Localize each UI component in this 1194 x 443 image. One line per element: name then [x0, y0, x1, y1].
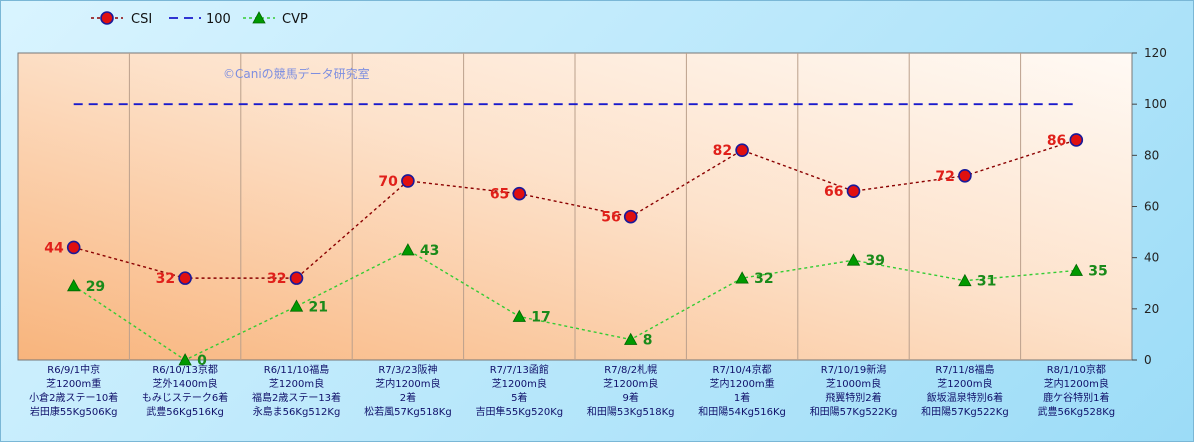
- x-tick-label: 永島ま56Kg512Kg: [253, 405, 341, 418]
- x-tick-label: R7/3/23阪神: [378, 363, 437, 376]
- csi-point: [512, 186, 527, 201]
- csi-data-label: 82: [713, 143, 732, 159]
- x-tick-label: 芝外1400m良: [152, 377, 217, 390]
- csi-data-label: 72: [935, 169, 954, 185]
- cvp-data-label: 8: [643, 333, 653, 349]
- x-tick-label: 松若風57Kg518Kg: [364, 405, 452, 418]
- x-tick-label: 武豊56Kg528Kg: [1037, 405, 1115, 418]
- csi-data-label: 66: [824, 184, 843, 200]
- x-tick-label: 芝1200m良: [492, 377, 547, 390]
- csi-point: [289, 271, 304, 285]
- y-tick-label: 20: [1144, 302, 1159, 316]
- cvp-point: [401, 243, 415, 256]
- csi-point: [401, 174, 415, 188]
- x-tick-label: 芝内1200m良: [375, 377, 440, 390]
- cvp-point: [1069, 263, 1083, 276]
- x-tick-label: 5着: [511, 391, 527, 404]
- x-tick-label: 和田陽54Kg516Kg: [698, 406, 786, 418]
- csi-point: [735, 143, 749, 158]
- x-tick-label: 福島2歳ステー13着: [252, 391, 341, 404]
- cvp-data-label: 43: [420, 243, 439, 259]
- x-tick-label: 和田陽53Kg518Kg: [587, 406, 675, 418]
- cvp-data-label: 32: [754, 271, 773, 287]
- x-tick-label: 和田陽57Kg522Kg: [810, 406, 898, 418]
- csi-data-label: 44: [44, 240, 64, 256]
- cvp-point: [735, 271, 749, 284]
- x-tick-label: 芝1200m良: [603, 377, 658, 390]
- x-tick-label: R7/11/8福島: [935, 363, 994, 376]
- x-tick-label: 吉田隼55Kg520Kg: [475, 405, 563, 418]
- x-tick-label: 芝1200m重: [46, 377, 101, 390]
- x-tick-label: R7/10/19新潟: [821, 363, 887, 376]
- x-tick-label: 岩田康55Kg506Kg: [30, 405, 118, 418]
- cvp-point: [289, 299, 304, 312]
- legend-cvp-marker: [252, 11, 266, 24]
- x-tick-label: R6/11/10福島: [264, 363, 330, 376]
- x-tick-label: 飯坂温泉特別6着: [927, 391, 1003, 404]
- cvp-data-label: 35: [1088, 263, 1107, 279]
- legend-cvp-label: CVP: [282, 12, 308, 27]
- x-tick-label: 芝1200m良: [269, 377, 324, 390]
- csi-data-label: 70: [378, 174, 398, 190]
- y-tick-label: 120: [1144, 46, 1167, 60]
- cvp-data-label: 0: [197, 353, 207, 369]
- x-tick-label: 2着: [400, 391, 416, 404]
- cvp-point: [67, 278, 81, 292]
- y-tick-label: 60: [1144, 200, 1159, 214]
- cvp-data-label: 39: [866, 253, 885, 269]
- csi-data-label: 32: [267, 271, 286, 287]
- csi-point: [623, 209, 638, 224]
- cvp-point: [958, 273, 972, 287]
- x-tick-label: R8/1/10京都: [1047, 363, 1106, 376]
- x-tick-label: 芝1200m良: [937, 377, 992, 390]
- cvp-data-label: 31: [977, 274, 996, 290]
- y-tick-label: 40: [1144, 251, 1159, 265]
- x-tick-label: 芝内1200m良: [1044, 377, 1109, 390]
- x-tick-label: R6/9/1中京: [47, 363, 100, 376]
- cvp-point: [624, 332, 638, 345]
- x-tick-label: 1着: [734, 391, 750, 404]
- x-tick-label: 9着: [623, 391, 639, 404]
- x-tick-label: もみじステーク6着: [142, 391, 228, 404]
- csi-point: [1069, 133, 1084, 147]
- csi-point: [846, 184, 861, 198]
- x-tick-label: 芝内1200m重: [709, 377, 774, 390]
- csi-data-label: 56: [601, 210, 620, 226]
- legend-csi-marker: [100, 11, 114, 25]
- x-tick-label: R6/10/13京都: [152, 363, 218, 376]
- csi-data-label: 86: [1047, 133, 1066, 149]
- y-tick-label: 0: [1144, 353, 1152, 367]
- cvp-point: [178, 353, 192, 366]
- cvp-data-label: 29: [86, 279, 105, 295]
- y-tick-label: 100: [1144, 97, 1167, 111]
- cvp-data-label: 21: [309, 299, 328, 315]
- legend-100-label: 100: [206, 12, 231, 27]
- x-tick-label: 武豊56Kg516Kg: [146, 405, 224, 418]
- x-tick-label: 和田陽57Kg522Kg: [921, 406, 1009, 418]
- cvp-data-label: 17: [531, 310, 550, 326]
- x-tick-label: R7/7/13函館: [490, 363, 549, 376]
- csi-data-label: 65: [490, 187, 509, 203]
- csi-point: [958, 169, 972, 183]
- watermark: ©Caniの競馬データ研究室: [223, 66, 370, 81]
- cvp-point: [846, 253, 861, 266]
- x-tick-label: 芝1000m良: [826, 377, 881, 390]
- legend-csi-label: CSI: [131, 12, 152, 27]
- x-tick-label: R7/8/2札幌: [604, 363, 657, 376]
- y-tick-label: 80: [1144, 148, 1159, 162]
- csi-data-label: 32: [156, 271, 175, 287]
- x-tick-label: 飛翼特別2着: [825, 391, 881, 404]
- cvp-point: [512, 309, 526, 322]
- x-tick-label: 小倉2歳ステー10着: [29, 391, 118, 404]
- x-tick-label: R7/10/4京都: [713, 363, 772, 376]
- csi-point: [66, 240, 81, 255]
- x-tick-label: 鹿ケ谷特別1着: [1043, 391, 1109, 404]
- csi-point: [178, 271, 192, 285]
